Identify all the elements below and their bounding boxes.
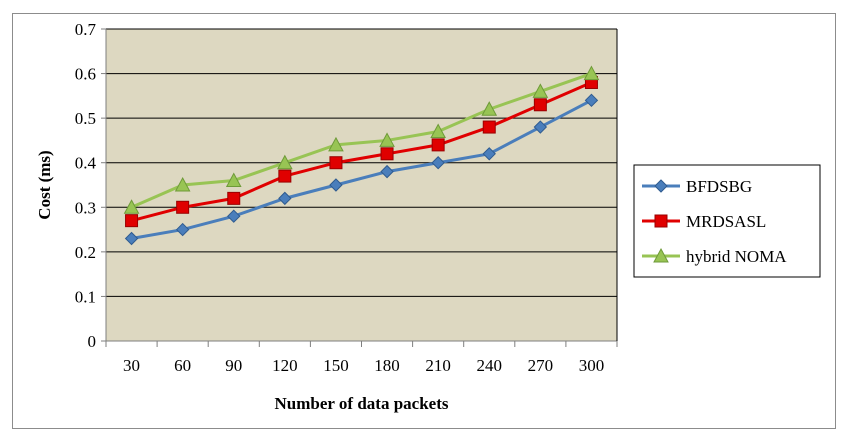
data-point <box>124 231 139 246</box>
data-point <box>380 147 394 161</box>
y-tick-label: 0.2 <box>75 243 96 262</box>
series-layer <box>123 65 600 246</box>
data-point <box>278 191 292 206</box>
legend-item: MRDSASL <box>642 212 766 231</box>
x-tick-label: 300 <box>579 356 605 375</box>
legend-label: MRDSASL <box>686 212 766 231</box>
data-point <box>532 83 549 98</box>
x-tick-label: 60 <box>174 356 191 375</box>
data-point <box>176 200 190 214</box>
x-axis-label: Number of data packets <box>275 394 449 413</box>
data-point <box>583 65 600 81</box>
data-point <box>277 154 293 170</box>
data-point <box>533 98 547 112</box>
x-tick-label: 240 <box>477 356 503 375</box>
data-point <box>227 191 241 205</box>
data-point <box>328 136 344 152</box>
series-line <box>131 81 593 223</box>
x-tick-label: 210 <box>425 356 451 375</box>
data-point <box>175 222 190 237</box>
y-tick-label: 0.1 <box>75 287 96 306</box>
series-mrdsasl <box>125 75 598 228</box>
data-point <box>533 120 548 134</box>
x-tick-label: 180 <box>374 356 400 375</box>
legend-label: hybrid NOMA <box>686 247 787 266</box>
legend-item: BFDSBG <box>642 177 752 196</box>
y-tick-label: 0.4 <box>75 154 97 173</box>
data-point <box>431 138 445 152</box>
data-point <box>227 209 241 223</box>
data-point <box>329 156 343 170</box>
series-line <box>130 72 592 209</box>
data-point <box>225 172 242 188</box>
data-point <box>380 164 394 179</box>
series-hybrid-noma <box>123 65 600 214</box>
y-tick-label: 0.6 <box>75 65 96 84</box>
data-point <box>482 120 496 134</box>
data-point <box>481 101 498 116</box>
y-tick-label: 0.7 <box>75 20 97 39</box>
data-point <box>329 178 343 192</box>
data-point <box>125 214 139 228</box>
x-tick-label: 270 <box>528 356 554 375</box>
x-tick-label: 90 <box>225 356 242 375</box>
data-point <box>431 156 445 170</box>
data-point <box>123 199 140 214</box>
y-tick-label: 0.5 <box>75 109 96 128</box>
series-line <box>131 98 593 240</box>
x-tick-label: 30 <box>123 356 140 375</box>
y-tick-labels: 0 0.1 0.2 0.3 0.4 0.5 0.6 0.7 <box>75 20 97 351</box>
legend-marker <box>654 214 668 228</box>
legend-item: hybrid NOMA <box>642 247 787 266</box>
legend-marker <box>654 179 668 193</box>
data-point <box>278 169 292 183</box>
data-point <box>584 93 599 108</box>
y-tick-label: 0.3 <box>75 198 96 217</box>
data-point <box>430 123 446 139</box>
legend-label: BFDSBG <box>686 177 752 196</box>
legend: BFDSBG MRDSASL hybrid NOMA <box>633 164 821 278</box>
series-bfdsbg <box>124 93 599 246</box>
x-tick-labels: 30 60 90 120 150 180 210 240 270 300 <box>105 341 618 375</box>
data-point <box>174 176 191 192</box>
data-point <box>379 132 395 147</box>
x-tick-label: 120 <box>272 356 298 375</box>
x-tick-label: 150 <box>323 356 349 375</box>
y-tick-label: 0 <box>88 332 97 351</box>
legend-marker <box>653 247 669 263</box>
data-point <box>482 147 496 161</box>
y-axis-label: Cost (ms) <box>35 150 54 219</box>
